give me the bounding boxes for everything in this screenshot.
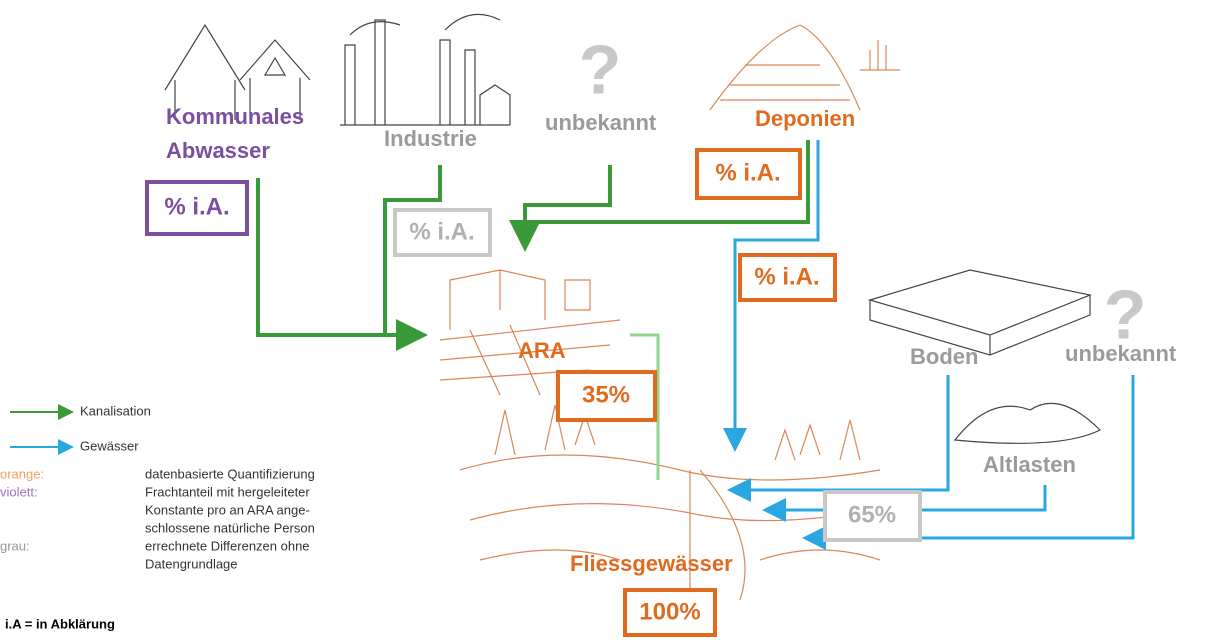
box-label: 100% xyxy=(639,598,700,625)
sketches: ? ? xyxy=(164,13,1147,601)
legend-key: grau: xyxy=(0,538,30,553)
box-label: % i.A. xyxy=(164,193,229,220)
box xyxy=(556,370,657,422)
box-label: 65% xyxy=(848,501,896,528)
legend-text: Frachtanteil mit hergeleiteter xyxy=(145,484,310,499)
node-label: unbekannt xyxy=(1065,341,1177,366)
box xyxy=(623,588,717,637)
node-label: Boden xyxy=(910,344,978,369)
box xyxy=(695,148,802,200)
node-label: Fliessgewässer xyxy=(570,551,733,576)
node-label: Abwasser xyxy=(166,138,270,163)
boxes: % i.A. % i.A. % i.A. % i.A. 35% 65% 100% xyxy=(145,148,922,637)
node-label: Deponien xyxy=(755,106,855,131)
svg-text:?: ? xyxy=(579,30,622,108)
box xyxy=(738,253,837,302)
legend-text: errechnete Differenzen ohne xyxy=(145,538,310,553)
box xyxy=(823,490,922,542)
node-label: unbekannt xyxy=(545,110,657,135)
legend: Kanalisation Gewässer orange: datenbasie… xyxy=(0,403,315,631)
landfill-sewer-arrow xyxy=(523,140,810,244)
legend-note: i.A = in Abklärung xyxy=(5,616,115,631)
node-label: ARA xyxy=(518,338,566,363)
box-label: 35% xyxy=(582,381,630,408)
box xyxy=(393,208,492,257)
box-label: % i.A. xyxy=(715,159,780,186)
legend-text: Konstante pro an ARA ange- xyxy=(145,502,310,517)
legend-key: violett: xyxy=(0,484,38,499)
box-label: % i.A. xyxy=(409,218,474,245)
legend-label: Kanalisation xyxy=(80,403,151,418)
svg-text:?: ? xyxy=(1104,275,1147,353)
legend-key: orange: xyxy=(0,466,44,481)
node-label: Industrie xyxy=(384,126,477,151)
box xyxy=(145,180,249,236)
node-label: Altlasten xyxy=(983,452,1076,477)
ara-outflow xyxy=(630,333,660,480)
legend-text: schlossene natürliche Person xyxy=(145,520,315,535)
legend-text: datenbasierte Quantifizierung xyxy=(145,466,315,481)
legend-text: Datengrundlage xyxy=(145,556,238,571)
legend-label: Gewässer xyxy=(80,438,139,453)
box-label: % i.A. xyxy=(754,263,819,290)
node-label: Kommunales xyxy=(166,104,304,129)
